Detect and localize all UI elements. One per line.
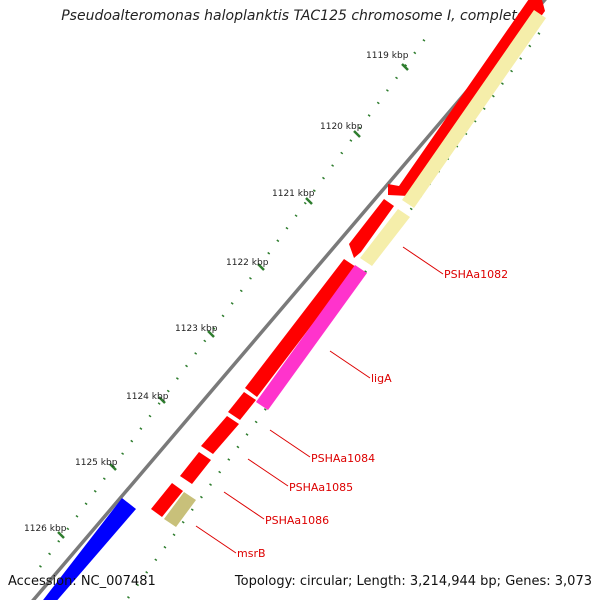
tick-label: 1119 kbp [366,51,409,61]
leader-ligA [329,350,371,379]
tick-label: 1123 kbp [175,324,218,334]
gene-count-label: Genes: 3,073 [497,574,592,589]
msrB-reverse-gene[interactable] [164,492,196,527]
tick-mark [158,396,166,404]
tick-mark [57,531,65,539]
tick-label: 1124 kbp [126,392,169,402]
tick-mark [257,263,265,271]
topology-label: Topology: circular [234,574,348,589]
genome-summary: Topology: circularLength: 3,214,944 bpGe… [235,574,592,589]
tick-label: 1122 kbp [226,258,269,268]
gene-ligA[interactable] [245,259,356,397]
gene-msrB[interactable] [151,483,183,517]
tick-label: 1125 kbp [75,458,118,468]
gene-PSHAa1081[interactable] [388,0,545,196]
tick-label: 1126 kbp [24,524,67,534]
gene-PSHAa1082[interactable] [349,199,394,258]
accession-label: Accession: NC_007481 [8,574,156,589]
leader-PSHAa1086 [223,491,265,520]
gene-label-PSHAa1084[interactable]: PSHAa1084 [311,452,375,465]
gene-label-ligA[interactable]: ligA [371,372,392,385]
tick-mark [353,130,361,138]
tick-labels: 1119 kbp 1120 kbp 1121 kbp 1122 kbp 1123… [24,51,409,534]
length-label: Length: 3,214,944 bp [348,574,497,589]
gene-PSHAa1086[interactable] [180,452,211,484]
tick-mark [207,330,215,338]
leader-msrB [195,525,237,554]
reverse-gene-lower[interactable] [360,209,410,266]
tick-mark [305,197,313,205]
gene-PSHAa1085[interactable] [201,416,239,454]
tick-mark [109,463,117,471]
leader-PSHAa1084 [269,429,311,458]
gene-PSHAa1084[interactable] [228,392,256,420]
gene-labels: PSHAa1082 ligA PSHAa1084 PSHAa1085 PSHAa… [195,246,508,560]
blue-feature[interactable] [40,498,136,600]
outer-dotted-guide [38,31,432,568]
map-title: Pseudoalteromonas haloplanktis TAC125 ch… [61,8,539,24]
gene-label-PSHAa1086[interactable]: PSHAa1086 [265,514,329,527]
gene-label-msrB[interactable]: msrB [237,547,266,560]
leader-PSHAa1085 [247,458,289,487]
tick-label: 1121 kbp [272,189,315,199]
tick-marks [57,63,409,539]
leader-PSHAa1082 [402,246,444,275]
tick-mark [401,63,409,71]
reverse-gene-upper[interactable] [402,10,546,208]
tick-label: 1120 kbp [320,122,363,132]
gene-label-PSHAa1085[interactable]: PSHAa1085 [289,481,353,494]
gene-label-PSHAa1082[interactable]: PSHAa1082 [444,268,508,281]
ligA-reverse-gene[interactable] [256,265,367,410]
